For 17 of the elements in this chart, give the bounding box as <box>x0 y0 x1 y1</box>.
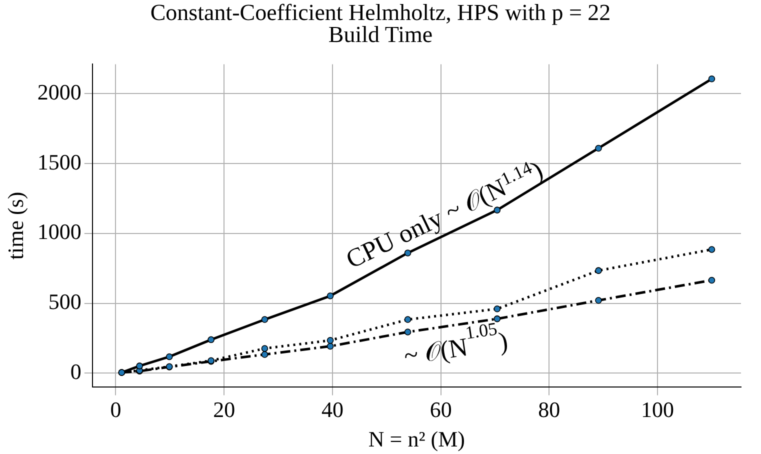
chart-title: Constant-Coefficient Helmholtz, HPS with p = 22 <box>149 0 612 25</box>
x-tick-label: 80 <box>538 397 560 422</box>
y-tick-label: 2000 <box>37 79 82 104</box>
text: CPU only ~ 𝒪(N1.14) <box>342 155 548 274</box>
x-tick-label: 0 <box>110 397 122 422</box>
y-tick-label: 0 <box>70 359 82 384</box>
y-axis-title: time (s) <box>2 192 28 260</box>
x-tick-label: 20 <box>213 397 236 422</box>
chart-subtitle: Build Time <box>327 22 433 47</box>
text: ~ 𝒪(N1.05) <box>402 318 510 370</box>
x-tick-label: 40 <box>321 397 344 422</box>
x-tick-label: 100 <box>641 397 674 422</box>
y-tick-label: 1500 <box>37 149 82 174</box>
x-axis-title: N = n² (M) <box>368 426 466 452</box>
x-tick-label: 60 <box>430 397 452 422</box>
y-tick-label: 1000 <box>37 219 82 244</box>
y-tick-label: 500 <box>48 289 82 314</box>
